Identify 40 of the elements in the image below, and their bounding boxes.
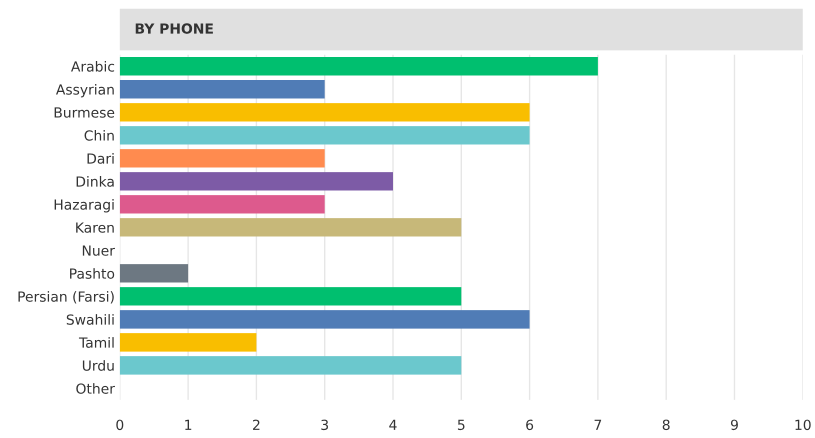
y-tick-label: Chin	[84, 130, 114, 141]
x-tick-label: 2	[253, 420, 260, 430]
x-tick-label: 5	[458, 420, 464, 430]
y-tick-label: Assyrian	[56, 84, 114, 98]
y-tick-label: Nuer	[82, 245, 115, 256]
bar	[120, 218, 462, 237]
y-tick-label: Pashto	[70, 268, 114, 279]
chart-title: BY PHONE	[136, 23, 213, 34]
x-tick-label: 7	[594, 420, 602, 430]
y-tick-label: Other	[76, 383, 115, 394]
y-tick-label: Urdu	[82, 360, 114, 371]
x-tick-label: 6	[526, 420, 534, 430]
bar	[120, 310, 530, 329]
x-tick-label: 8	[662, 420, 670, 430]
y-tick-label: Karen	[76, 222, 114, 233]
y-tick-label: Tamil	[78, 337, 114, 348]
y-tick-label: Arabic	[71, 60, 114, 72]
y-tick-label: Dinka	[76, 176, 114, 187]
bar	[120, 172, 393, 191]
y-tick-label: Hazaragi	[54, 199, 114, 212]
bar	[120, 287, 462, 306]
bar	[120, 126, 530, 144]
x-tick-label: 9	[730, 420, 738, 430]
y-tick-label: Burmese	[54, 107, 114, 118]
x-tick-label: 3	[321, 420, 328, 430]
y-tick-label: Dari	[88, 153, 114, 164]
bar	[120, 103, 530, 122]
bar	[120, 333, 256, 352]
bar	[120, 356, 462, 375]
x-tick-label: 4	[389, 420, 397, 430]
bar	[120, 195, 325, 214]
bar	[120, 264, 188, 283]
bar	[120, 80, 325, 98]
y-tick-label: Swahili	[66, 314, 114, 325]
x-tick-label: 0	[116, 420, 124, 430]
bar	[120, 149, 325, 168]
x-tick-label: 10	[795, 420, 811, 430]
x-tick-label: 1	[185, 420, 192, 430]
y-tick-label: Persian (Farsi)	[18, 291, 114, 304]
bar	[120, 57, 598, 76]
